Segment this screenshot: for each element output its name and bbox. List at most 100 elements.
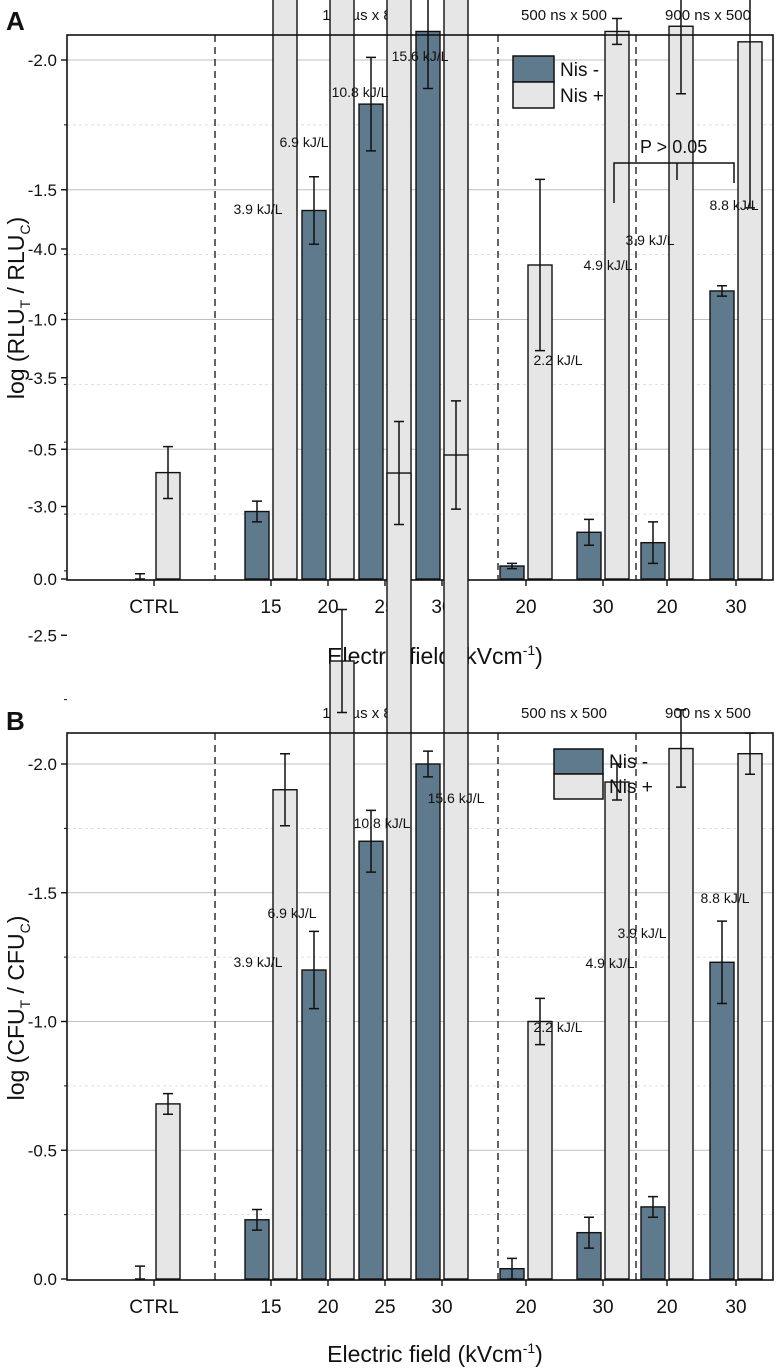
bar-nis-plus (604, 781, 630, 1280)
bar-nis-minus (301, 969, 327, 1280)
significance-bracket-line (613, 162, 735, 203)
error-bar (507, 1257, 517, 1280)
energy-label: 8.8 kJ/L (700, 890, 749, 906)
error-bar (648, 521, 658, 565)
panel-a-x-categories: CTRL 15 20 25 30 20 30 20 30 (129, 580, 747, 618)
error-bar (309, 930, 319, 1010)
error-bar (423, 750, 433, 778)
panel-b-x-categories: CTRL 15 20 25 30 20 30 20 30 (129, 1280, 747, 1318)
y-tick-label: -3.5 (28, 369, 57, 388)
error-bar (745, 0, 755, 209)
panel-a-plot-frame (66, 34, 774, 581)
legend-swatch-nis-plus (553, 773, 604, 800)
error-bar (366, 809, 376, 873)
y-tick-label: -0.5 (28, 440, 57, 459)
energy-label: 2.2 kJ/L (533, 1019, 582, 1035)
bar-nis-plus (668, 747, 694, 1280)
bar-nis-minus (415, 30, 441, 580)
error-bar (451, 400, 461, 510)
bar-nis-plus (737, 753, 763, 1280)
bar-nis-plus (668, 25, 694, 580)
legend-swatch-nis-plus (512, 81, 555, 109)
panel-b-letter: B (6, 706, 25, 736)
panel-b-y-axis-title: log (CFUT / CFUC) (3, 916, 33, 1101)
energy-label: 15.6 kJ/L (392, 48, 449, 64)
energy-label: 3.9 kJ/L (625, 232, 674, 248)
x-category-label: 20 (317, 597, 338, 618)
energy-label: 8.8 kJ/L (709, 197, 758, 213)
error-bar (584, 518, 594, 547)
error-bar (584, 1216, 594, 1249)
panel-a-x-axis-title: Electric field (kVcm-1) (327, 642, 543, 669)
energy-label: 4.9 kJ/L (583, 257, 632, 273)
energy-label: 10.8 kJ/L (332, 84, 389, 100)
legend-swatch-nis-minus (512, 55, 555, 83)
panel-a-y-ticks: 0.0-0.5-1.0-1.5-2.0-2.5-3.0-3.5-4.0 (28, 51, 67, 589)
error-bar (676, 0, 686, 95)
error-bar (612, 17, 622, 46)
bar-nis-plus (272, 789, 298, 1280)
x-category-label: CTRL (129, 1297, 179, 1318)
error-bar (366, 56, 376, 152)
energy-label: 6.9 kJ/L (267, 905, 316, 921)
bar-nis-minus (709, 961, 735, 1280)
y-tick-label: -1.5 (28, 181, 57, 200)
panel-a-legend: Nis - Nis + (512, 55, 604, 109)
x-category-label: 20 (656, 1297, 677, 1318)
bar-nis-plus (527, 1020, 553, 1280)
x-category-label: 15 (260, 1297, 281, 1318)
bar-nis-plus (155, 1103, 181, 1280)
y-tick-label: -1.0 (28, 311, 57, 330)
y-tick-label: -2.0 (28, 755, 57, 774)
bar-nis-minus (358, 840, 384, 1280)
significance-label: P > 0.05 (640, 137, 707, 157)
x-category-label: 30 (592, 597, 613, 618)
error-bar (309, 176, 319, 245)
panel-b-x-axis-title: Electric field (kVcm-1) (327, 1340, 543, 1367)
error-bar (535, 178, 545, 352)
x-category-label: 30 (592, 1297, 613, 1318)
error-bar (535, 997, 545, 1046)
energy-label: 3.9 kJ/L (233, 954, 282, 970)
error-bar (135, 1265, 145, 1280)
bar-nis-minus (576, 531, 602, 580)
bar-nis-plus (386, 472, 412, 1280)
x-category-label: 25 (374, 1297, 395, 1318)
bar-nis-plus (604, 30, 630, 580)
bar-nis-plus (329, 0, 355, 580)
panel-b-legend: Nis - Nis + (553, 748, 653, 800)
energy-label: 3.9 kJ/L (233, 201, 282, 217)
bar-nis-minus (358, 103, 384, 580)
bar-nis-plus (443, 454, 469, 1280)
error-bar (423, 0, 433, 90)
bar-nis-minus (709, 290, 735, 580)
x-category-label: 20 (515, 1297, 536, 1318)
energy-label: 6.9 kJ/L (279, 134, 328, 150)
y-tick-label: 0.0 (33, 570, 57, 589)
panel-a-group-label-3: 900 ns x 500 (665, 7, 751, 24)
y-tick-label: -1.5 (28, 884, 57, 903)
panel-a-letter: A (6, 6, 25, 36)
x-category-label: CTRL (129, 597, 179, 618)
panel-a: A 100 µs x 8 500 ns x 500 900 ns x 500 0… (3, 0, 774, 669)
panel-a-significance-bracket: P > 0.05 (613, 137, 735, 203)
panel-b-y-ticks: 0.0 -0.5 -1.0 -1.5 -2.0 -2.5 -3.0 -3.5 -4.0 (28, 240, 67, 1289)
x-category-label: 30 (725, 597, 746, 618)
bar-nis-minus (301, 209, 327, 580)
panel-b-plot (135, 400, 763, 1280)
error-bar (676, 709, 686, 788)
error-bar (135, 573, 145, 580)
bar-nis-minus (244, 510, 270, 580)
panel-b-energy-labels: 3.9 kJ/L 6.9 kJ/L 10.8 kJ/L 15.6 kJ/L 2.2 kJ… (233, 790, 749, 1035)
energy-label: 15.6 kJ/L (428, 790, 485, 806)
energy-label: 10.8 kJ/L (354, 815, 411, 831)
y-tick-label: -0.5 (28, 1141, 57, 1160)
y-tick-label: -4.0 (28, 240, 57, 259)
legend-label-nis-plus: Nis + (609, 777, 653, 798)
bar-nis-minus (415, 763, 441, 1280)
x-category-label: 20 (515, 597, 536, 618)
x-category-label: 20 (317, 1297, 338, 1318)
bar-nis-plus (272, 0, 298, 580)
panel-b-group-label-3: 900 ns x 500 (665, 705, 751, 722)
